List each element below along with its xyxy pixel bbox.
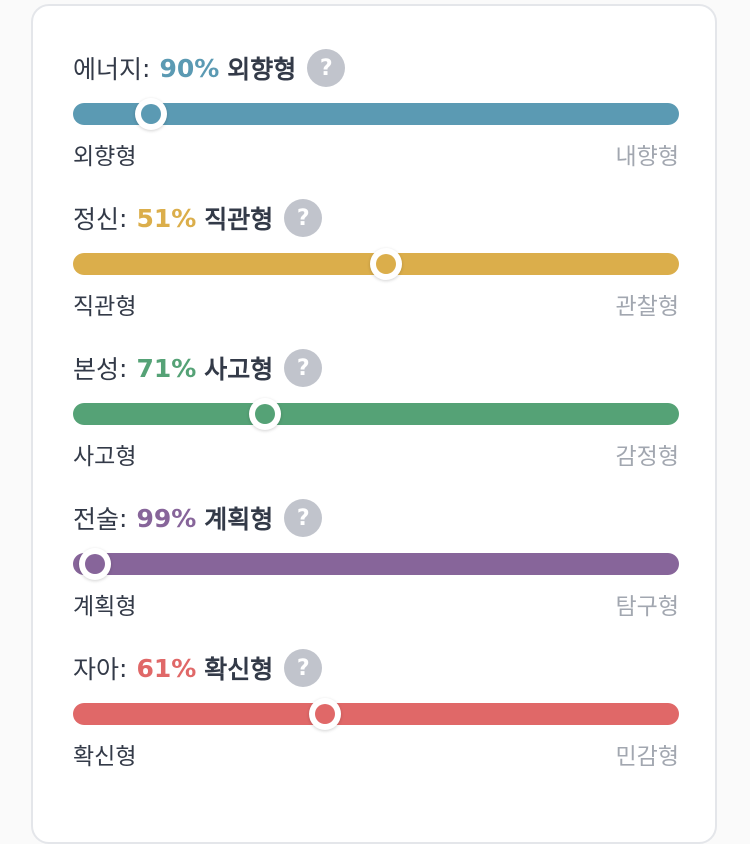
trait-percent: 71% bbox=[136, 353, 197, 383]
trait-slider-knob[interactable] bbox=[134, 98, 167, 130]
trait-slider-knob-dot bbox=[255, 404, 276, 424]
trait-slider-track[interactable] bbox=[73, 98, 679, 130]
trait-colon: : bbox=[142, 53, 151, 83]
trait-nature: 본성:71% 사고형? 사고형 감정형 bbox=[73, 348, 679, 498]
trait-header: 에너지:90% 외향형? bbox=[73, 48, 346, 88]
trait-left-label: 계획형 bbox=[73, 594, 137, 620]
trait-mind: 정신:51% 직관형? 직관형 관찰형 bbox=[73, 198, 679, 348]
trait-dominant-type: 확신형 bbox=[204, 655, 274, 684]
trait-right-label: 탐구형 bbox=[615, 594, 679, 620]
trait-percent: 90% bbox=[159, 53, 220, 83]
personality-traits-card: 에너지:90% 외향형? 외향형 내향형 정신:51% 직관형? 직관형 관찰형 본… bbox=[31, 4, 717, 844]
trait-slider-knob[interactable] bbox=[249, 398, 282, 430]
trait-slider-track[interactable] bbox=[73, 698, 679, 730]
trait-slider-track[interactable] bbox=[73, 248, 679, 280]
trait-left-label: 직관형 bbox=[73, 294, 137, 320]
trait-left-label: 사고형 bbox=[73, 444, 137, 470]
trait-left-label: 확신형 bbox=[73, 744, 137, 770]
help-question-icon[interactable]: ? bbox=[284, 649, 323, 687]
trait-dominant-type: 외향형 bbox=[227, 55, 297, 84]
trait-name: 에너지 bbox=[73, 55, 143, 84]
trait-percent: 61% bbox=[136, 653, 197, 683]
trait-slider-knob-dot bbox=[84, 554, 105, 574]
trait-left-label: 외향형 bbox=[73, 144, 137, 170]
help-question-icon[interactable]: ? bbox=[307, 49, 346, 87]
trait-colon: : bbox=[119, 653, 128, 683]
help-question-icon[interactable]: ? bbox=[284, 199, 323, 237]
trait-colon: : bbox=[119, 353, 128, 383]
trait-right-label: 관찰형 bbox=[615, 294, 679, 320]
trait-tactics: 전술:99% 계획형? 계획형 탐구형 bbox=[73, 498, 679, 648]
trait-name: 본성 bbox=[73, 355, 120, 384]
trait-slider-track[interactable] bbox=[73, 398, 679, 430]
trait-slider-track[interactable] bbox=[73, 548, 679, 580]
trait-name: 자아 bbox=[73, 655, 120, 684]
trait-name: 전술 bbox=[73, 505, 120, 534]
trait-right-label: 민감형 bbox=[615, 744, 679, 770]
help-question-icon[interactable]: ? bbox=[284, 499, 323, 537]
trait-header: 자아:61% 확신형? bbox=[73, 648, 323, 688]
trait-identity: 자아:61% 확신형? 확신형 민감형 bbox=[73, 648, 679, 798]
trait-header: 정신:51% 직관형? bbox=[73, 198, 323, 238]
trait-right-label: 내향형 bbox=[615, 144, 679, 170]
trait-energy: 에너지:90% 외향형? 외향형 내향형 bbox=[73, 48, 679, 198]
trait-colon: : bbox=[119, 503, 128, 533]
trait-dominant-type: 계획형 bbox=[204, 505, 274, 534]
trait-slider-knob[interactable] bbox=[78, 548, 111, 580]
trait-header: 전술:99% 계획형? bbox=[73, 498, 323, 538]
trait-slider-knob-dot bbox=[140, 104, 161, 124]
trait-colon: : bbox=[119, 203, 128, 233]
trait-percent: 99% bbox=[136, 503, 197, 533]
trait-slider-knob-dot bbox=[375, 254, 396, 274]
trait-header: 본성:71% 사고형? bbox=[73, 348, 323, 388]
trait-name: 정신 bbox=[73, 205, 120, 234]
trait-percent: 51% bbox=[136, 203, 197, 233]
trait-slider-knob[interactable] bbox=[309, 698, 342, 730]
trait-right-label: 감정형 bbox=[615, 444, 679, 470]
help-question-icon[interactable]: ? bbox=[284, 349, 323, 387]
trait-slider-knob-dot bbox=[315, 704, 336, 724]
trait-slider-knob[interactable] bbox=[369, 248, 402, 280]
trait-dominant-type: 직관형 bbox=[204, 205, 274, 234]
trait-dominant-type: 사고형 bbox=[204, 355, 274, 384]
